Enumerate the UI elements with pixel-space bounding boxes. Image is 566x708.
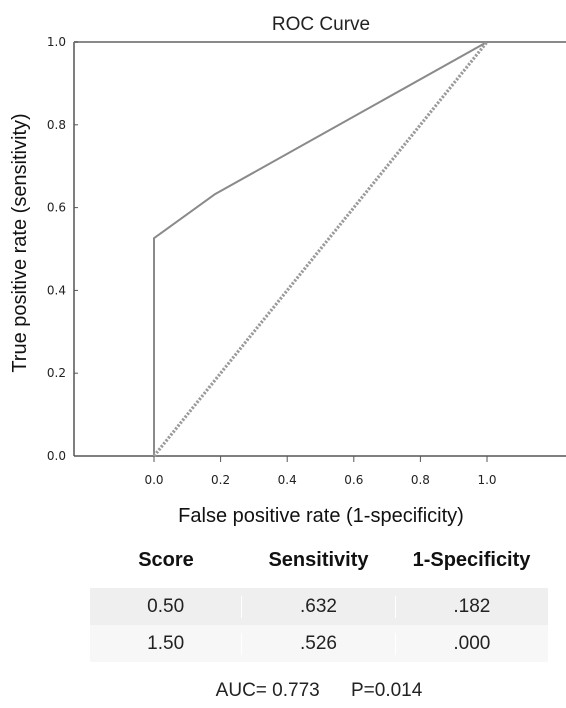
y-tick-label: 0.2: [47, 366, 66, 380]
roc-curve-line: [153, 41, 488, 456]
y-tick-label: 0.4: [47, 283, 66, 297]
y-tick-label: 0.8: [47, 118, 66, 132]
table-cell-sensitivity: .632: [241, 595, 396, 618]
table-cell-sensitivity: .526: [241, 632, 396, 655]
auc-value: AUC= 0.773: [215, 680, 320, 701]
x-tick-label: 0.8: [411, 473, 430, 487]
x-tick-label: 1.0: [477, 473, 496, 487]
y-ticks: 0.0 0.2 0.4 0.6 0.8 1.0: [47, 35, 78, 463]
table-cell-1-specificity: .000: [453, 632, 491, 654]
y-tick-label: 1.0: [47, 35, 66, 49]
x-ticks: 0.0 0.2 0.4 0.6 0.8 1.0: [144, 456, 497, 487]
table-cell-score: 0.50: [147, 595, 185, 617]
y-tick-label: 0.0: [47, 449, 66, 463]
roc-table: Score Sensitivity 1-Specificity 0.50 .63…: [90, 540, 548, 662]
table-cell-score: 1.50: [147, 632, 185, 654]
x-tick-label: 0.0: [144, 473, 163, 487]
y-tick-label: 0.6: [47, 201, 66, 215]
roc-chart: ROC Curve 0.00.20.40.60.81.0 0.0 0.2 0.4 0.…: [9, 14, 566, 527]
reference-diagonal-line: [152, 40, 489, 458]
x-tick-label: 0.6: [344, 473, 363, 487]
table-header-1-specificity: 1-Specificity: [412, 548, 531, 571]
table-header-row: Score Sensitivity 1-Specificity: [90, 540, 548, 580]
stats-line: AUC= 0.773 P=0.014: [90, 680, 548, 702]
x-tick-label: 0.2: [211, 473, 230, 487]
table-row: 1.50 .526 .000: [90, 625, 548, 662]
table-header-score: Score: [138, 548, 194, 571]
x-axis-title: False positive rate (1-specificity): [178, 505, 464, 527]
series-layer: [152, 40, 489, 458]
table-header-sensitivity: Sensitivity: [268, 548, 369, 571]
y-axis-title: True positive rate (sensitivity): [9, 113, 31, 372]
x-tick-label: 0.4: [278, 473, 297, 487]
chart-title: ROC Curve: [272, 14, 370, 35]
table-cell-1-specificity: .182: [453, 595, 491, 617]
table-row: 0.50 .632 .182: [90, 588, 548, 625]
p-value: P=0.014: [351, 680, 423, 701]
